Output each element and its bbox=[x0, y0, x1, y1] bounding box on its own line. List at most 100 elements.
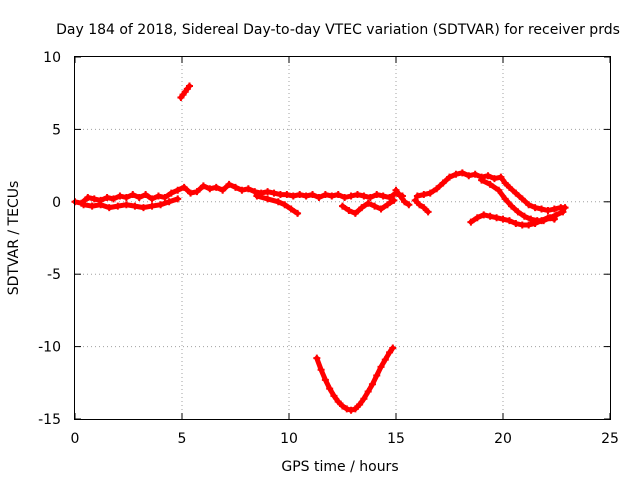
data-point bbox=[135, 193, 143, 201]
data-point bbox=[238, 186, 246, 194]
data-point bbox=[129, 191, 137, 199]
data-point bbox=[157, 201, 165, 209]
series-segment-16 bbox=[411, 196, 432, 216]
data-point bbox=[381, 356, 389, 364]
data-point bbox=[501, 179, 509, 187]
tick-marks bbox=[74, 56, 611, 420]
data-point bbox=[480, 211, 488, 219]
series-lower-strand-c bbox=[339, 196, 398, 217]
grid-lines bbox=[75, 57, 610, 419]
data-point bbox=[392, 186, 400, 194]
data-point bbox=[281, 201, 289, 209]
data-point bbox=[351, 405, 359, 413]
data-point bbox=[116, 192, 124, 200]
data-point bbox=[80, 201, 88, 209]
data-point bbox=[345, 206, 353, 214]
data-point bbox=[154, 192, 162, 200]
data-point bbox=[187, 189, 195, 197]
data-point bbox=[525, 221, 533, 229]
data-point bbox=[356, 401, 364, 409]
data-point bbox=[139, 204, 147, 212]
data-point bbox=[411, 196, 419, 204]
data-point bbox=[193, 188, 201, 196]
chart-title: Day 184 of 2018, Sidereal Day-to-day VTE… bbox=[56, 22, 620, 38]
data-point bbox=[309, 191, 317, 199]
data-point bbox=[371, 202, 379, 210]
data-point bbox=[84, 193, 92, 201]
y-tick-label: -5 bbox=[47, 267, 61, 283]
data-point bbox=[353, 191, 361, 199]
data-point bbox=[364, 387, 372, 395]
x-axis-label: GPS time / hours bbox=[281, 459, 398, 475]
data-point bbox=[341, 193, 349, 201]
data-point bbox=[465, 172, 473, 180]
data-point bbox=[553, 211, 560, 219]
data-point bbox=[426, 189, 434, 197]
x-tick-label: 20 bbox=[494, 431, 512, 447]
data-point bbox=[347, 406, 355, 414]
data-point bbox=[274, 198, 282, 206]
data-point bbox=[550, 205, 558, 213]
data-point bbox=[377, 205, 385, 213]
data-point bbox=[386, 193, 394, 201]
data-point bbox=[131, 202, 139, 210]
data-point bbox=[527, 215, 535, 223]
data-point bbox=[294, 209, 302, 217]
data-point bbox=[326, 385, 334, 393]
data-point bbox=[302, 192, 310, 200]
data-point bbox=[512, 220, 520, 228]
data-point bbox=[416, 201, 424, 209]
data-point bbox=[334, 191, 342, 199]
data-point bbox=[458, 169, 466, 177]
x-tick-label: 0 bbox=[71, 431, 80, 447]
data-point bbox=[561, 204, 569, 212]
data-point bbox=[313, 354, 321, 362]
data-point bbox=[122, 193, 130, 201]
data-point bbox=[493, 214, 501, 222]
data-point bbox=[264, 188, 272, 196]
data-point bbox=[328, 192, 336, 200]
data-point bbox=[296, 191, 304, 199]
data-point bbox=[379, 192, 387, 200]
data-point bbox=[433, 185, 441, 193]
data-point bbox=[97, 201, 105, 209]
data-point bbox=[360, 395, 368, 403]
data-point bbox=[383, 201, 391, 209]
data-point bbox=[531, 204, 539, 212]
data-point bbox=[232, 183, 239, 191]
data-point bbox=[471, 170, 479, 178]
data-point bbox=[439, 179, 447, 187]
data-point bbox=[499, 215, 507, 223]
data-point bbox=[199, 182, 207, 190]
data-point bbox=[90, 195, 98, 203]
data-point bbox=[505, 183, 513, 191]
data-point bbox=[88, 202, 96, 210]
series-segment-15-16 bbox=[392, 186, 413, 209]
data-point bbox=[180, 183, 188, 191]
data-point bbox=[351, 209, 359, 217]
data-point bbox=[225, 180, 233, 188]
data-point bbox=[452, 170, 460, 178]
data-point bbox=[321, 191, 329, 199]
data-point bbox=[174, 195, 182, 203]
data-point bbox=[142, 191, 150, 199]
data-point bbox=[283, 191, 291, 199]
data-point bbox=[505, 217, 513, 225]
data-point bbox=[401, 198, 409, 206]
data-point bbox=[148, 202, 156, 210]
data-point bbox=[373, 191, 381, 199]
data-point bbox=[518, 195, 526, 203]
data-point bbox=[520, 212, 528, 220]
data-point bbox=[287, 205, 295, 213]
data-point bbox=[544, 206, 552, 214]
data-point bbox=[212, 183, 220, 191]
data-point bbox=[161, 193, 169, 201]
data-point bbox=[251, 188, 259, 196]
data-point bbox=[405, 201, 413, 209]
data-point bbox=[114, 202, 122, 210]
data-point bbox=[478, 176, 486, 184]
data-point bbox=[497, 173, 505, 181]
x-tick-label: 10 bbox=[280, 431, 298, 447]
data-point bbox=[559, 208, 567, 216]
data-point bbox=[386, 348, 394, 356]
